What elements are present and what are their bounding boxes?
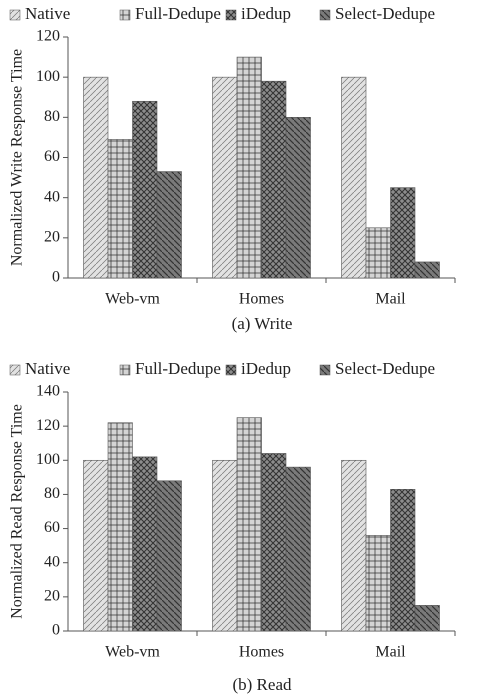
legend-label: iDedup [241,4,291,23]
bar [285,117,311,279]
y-axis-label: Normalized Write Response Time [9,49,26,266]
y-tick-label: 20 [44,229,60,246]
legend-marker [9,364,21,376]
bar [236,417,262,632]
bar [212,76,238,279]
bar [83,76,109,279]
x-tick-label: Web-vm [105,644,160,661]
legend-marker [119,9,131,21]
legend-marker [119,364,131,376]
x-tick-label: Homes [239,644,284,661]
x-tick-label: Homes [239,291,284,308]
legend-marker [9,9,21,21]
y-tick-label: 80 [44,485,60,502]
bar [341,459,367,632]
bar [107,422,133,632]
legend-label: Full-Dedupe [135,4,221,23]
x-tick-label: Web-vm [105,291,160,308]
bar [365,535,391,632]
y-axis-label: Normalized Read Response Time [9,404,26,619]
legend-marker [319,364,331,376]
caption: (b) Read [232,675,292,694]
y-tick-label: 120 [36,28,60,45]
y-tick-label: 80 [44,108,60,125]
y-tick-label: 0 [52,269,60,286]
x-tick-label: Mail [375,291,406,308]
bar [156,171,182,279]
legend-marker [319,9,331,21]
y-tick-label: 40 [44,553,60,570]
bar [341,76,367,279]
bar [132,456,158,632]
y-tick-label: 60 [44,519,60,536]
bar [156,480,182,632]
legend-label: Full-Dedupe [135,359,221,378]
legend-marker [225,364,237,376]
bar [261,453,287,632]
legend-label: Native [25,359,70,378]
bar [414,261,440,279]
legend-label: Native [25,4,70,23]
bar [285,466,311,632]
y-tick-label: 140 [36,383,60,400]
y-tick-label: 40 [44,188,60,205]
bar [132,100,158,279]
bar [390,187,416,279]
bar [212,459,238,632]
legend-label: Select-Dedupe [335,359,435,378]
y-tick-label: 20 [44,588,60,605]
bar [365,227,391,279]
bar [261,80,287,279]
legend-marker [225,9,237,21]
y-tick-label: 100 [36,68,60,85]
y-tick-label: 100 [36,451,60,468]
bar [83,459,109,632]
bar [236,56,262,279]
y-tick-label: 0 [52,622,60,639]
caption: (a) Write [232,314,293,333]
y-tick-label: 60 [44,148,60,165]
y-tick-label: 120 [36,417,60,434]
bar [390,489,416,632]
legend-label: Select-Dedupe [335,4,435,23]
x-tick-label: Mail [375,644,406,661]
bar [414,605,440,632]
legend-label: iDedup [241,359,291,378]
bar [107,139,133,279]
